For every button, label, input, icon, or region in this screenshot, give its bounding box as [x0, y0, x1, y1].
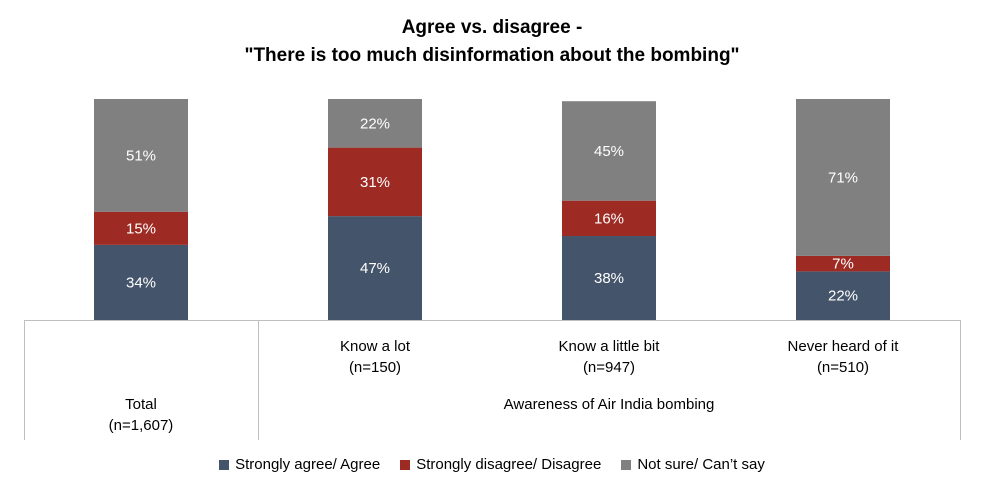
data-label-disagree-never-heard: 7% — [832, 256, 854, 273]
data-label-agree-know-a-lot: 47% — [360, 260, 390, 277]
data-label-not-sure-never-heard: 71% — [828, 169, 858, 186]
legend-item-disagree: Strongly disagree/ Disagree — [400, 456, 601, 473]
category-label-know-a-lot: Know a lot (n=150) — [258, 336, 492, 378]
data-label-not-sure-know-a-lot: 22% — [360, 115, 390, 132]
category-label-never-heard: Never heard of it (n=510) — [726, 336, 960, 378]
legend-item-not-sure: Not sure/ Can’t say — [621, 456, 765, 473]
data-label-agree-total: 34% — [126, 274, 156, 291]
legend-swatch-disagree — [400, 459, 411, 470]
data-label-not-sure-total: 51% — [126, 147, 156, 164]
legend-label-not-sure: Not sure/ Can’t say — [637, 456, 765, 473]
bar-agree-never-heard — [796, 271, 890, 320]
legend-label-agree: Strongly agree/ Agree — [235, 456, 381, 473]
bars-group: 34% 15% 51% 47% 31% 22% 38% 16% 45% 22% 7% 71% — [94, 99, 890, 320]
chart-title-line-1: Agree vs. disagree - — [401, 17, 583, 38]
bar-agree-total — [94, 244, 188, 320]
bar-disagree-never-heard — [796, 255, 890, 272]
category-never-heard-n: (n=510) — [816, 359, 870, 376]
legend-label-disagree: Strongly disagree/ Disagree — [416, 456, 602, 473]
legend-item-agree: Strongly agree/ Agree — [219, 456, 380, 473]
bar-not-sure-total — [94, 99, 188, 212]
category-total-name: Total — [125, 396, 157, 413]
legend-swatch-agree — [219, 459, 230, 470]
bar-not-sure-never-heard — [796, 99, 890, 256]
group-label-awareness: Awareness of Air India bombing — [503, 396, 715, 413]
category-know-a-little-bit-name: Know a little bit — [558, 338, 660, 355]
bar-agree-know-a-little-bit — [562, 236, 656, 320]
category-know-a-little-bit-n: (n=947) — [582, 359, 636, 376]
category-label-know-a-little-bit: Know a little bit (n=947) — [492, 336, 726, 378]
data-label-disagree-know-a-little-bit: 16% — [594, 210, 624, 227]
data-label-disagree-total: 15% — [126, 220, 156, 237]
bar-not-sure-know-a-little-bit — [562, 101, 656, 201]
bar-disagree-total — [94, 211, 188, 245]
data-label-agree-never-heard: 22% — [828, 288, 858, 305]
chart-title: Agree vs. disagree - "There is too much … — [0, 14, 984, 70]
legend: Strongly agree/ Agree Strongly disagree/… — [0, 456, 984, 473]
bar-not-sure-know-a-lot — [328, 99, 422, 148]
chart-title-line-2: "There is too much disinformation about … — [244, 45, 740, 66]
bar-disagree-know-a-little-bit — [562, 200, 656, 237]
bar-disagree-know-a-lot — [328, 147, 422, 217]
category-know-a-lot-name: Know a lot — [339, 338, 411, 355]
category-know-a-lot-n: (n=150) — [348, 359, 402, 376]
data-label-agree-know-a-little-bit: 38% — [594, 270, 624, 287]
category-total-n: (n=1,607) — [108, 417, 174, 434]
category-table-lines — [24, 320, 961, 440]
data-label-disagree-know-a-lot: 31% — [360, 174, 390, 191]
category-label-total: Total (n=1,607) — [24, 394, 258, 436]
legend-swatch-not-sure — [621, 459, 632, 470]
data-label-not-sure-know-a-little-bit: 45% — [594, 143, 624, 160]
category-never-heard-name: Never heard of it — [787, 338, 899, 355]
bar-agree-know-a-lot — [328, 216, 422, 320]
